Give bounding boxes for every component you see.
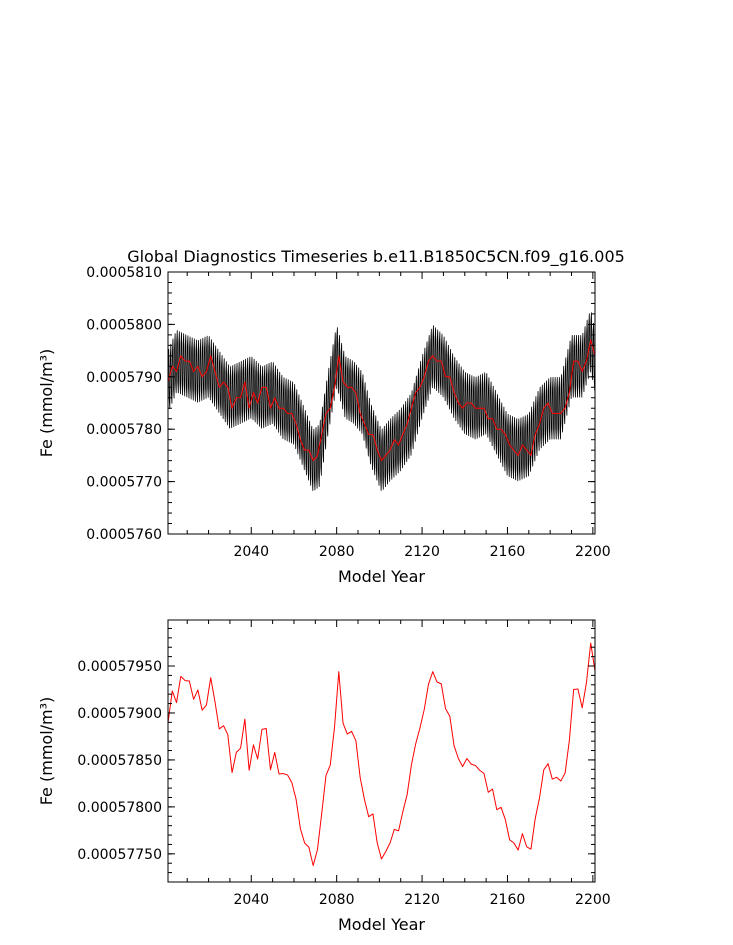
top-panel-marks [167, 312, 596, 492]
top-panel-y-axis-title: Fe (mmol/m³) [37, 349, 56, 458]
series-line-annual-mean [167, 642, 596, 867]
y-tick-label: 0.0005760 [86, 527, 162, 543]
y-tick-label: 0.0005780 [86, 422, 162, 438]
x-tick-label: 2200 [575, 544, 611, 560]
x-tick-label: 2160 [490, 544, 526, 560]
bottom-panel-marks [167, 642, 596, 867]
y-tick-label: 0.00057850 [77, 753, 162, 769]
y-tick-label: 0.0005800 [86, 317, 162, 333]
y-tick-label: 0.00057900 [77, 706, 162, 722]
x-tick-label: 2080 [319, 892, 355, 908]
x-tick-label: 2040 [233, 544, 269, 560]
x-tick-label: 2120 [404, 544, 440, 560]
top-panel-x-axis-title: Model Year [338, 567, 425, 586]
bottom-panel-chart: 2040 2080 2120 2160 2200 0.00057750 0.00057800… [37, 619, 611, 934]
y-tick-label: 0.0005790 [86, 370, 162, 386]
bottom-panel-x-axis-title: Model Year [338, 915, 425, 934]
bottom-panel-y-axis-title: Fe (mmol/m³) [37, 697, 56, 806]
chart-title: Global Diagnostics Timeseries b.e11.B185… [127, 247, 625, 267]
bottom-panel-frame [167, 619, 596, 883]
top-panel-ticks: 2040 2080 2120 2160 2200 0.0005760 0.0005770 0.… [86, 265, 610, 560]
y-tick-label: 0.00057800 [77, 800, 162, 816]
x-tick-label: 2040 [233, 892, 269, 908]
x-tick-label: 2160 [490, 892, 526, 908]
y-tick-label: 0.00057950 [77, 659, 162, 675]
series-line-annual-mean [167, 339, 596, 462]
x-tick-label: 2120 [404, 892, 440, 908]
y-tick-label: 0.00057750 [77, 847, 162, 863]
y-tick-label: 0.0005810 [86, 265, 162, 281]
top-panel-frame [167, 271, 596, 535]
x-tick-label: 2200 [575, 892, 611, 908]
series-line-monthly [167, 312, 596, 492]
x-tick-label: 2080 [319, 544, 355, 560]
bottom-panel-ticks: 2040 2080 2120 2160 2200 0.00057750 0.00057800… [77, 620, 611, 908]
y-tick-label: 0.0005770 [86, 475, 162, 491]
top-panel-chart: 2040 2080 2120 2160 2200 0.0005760 0.0005770 0.… [37, 265, 611, 586]
